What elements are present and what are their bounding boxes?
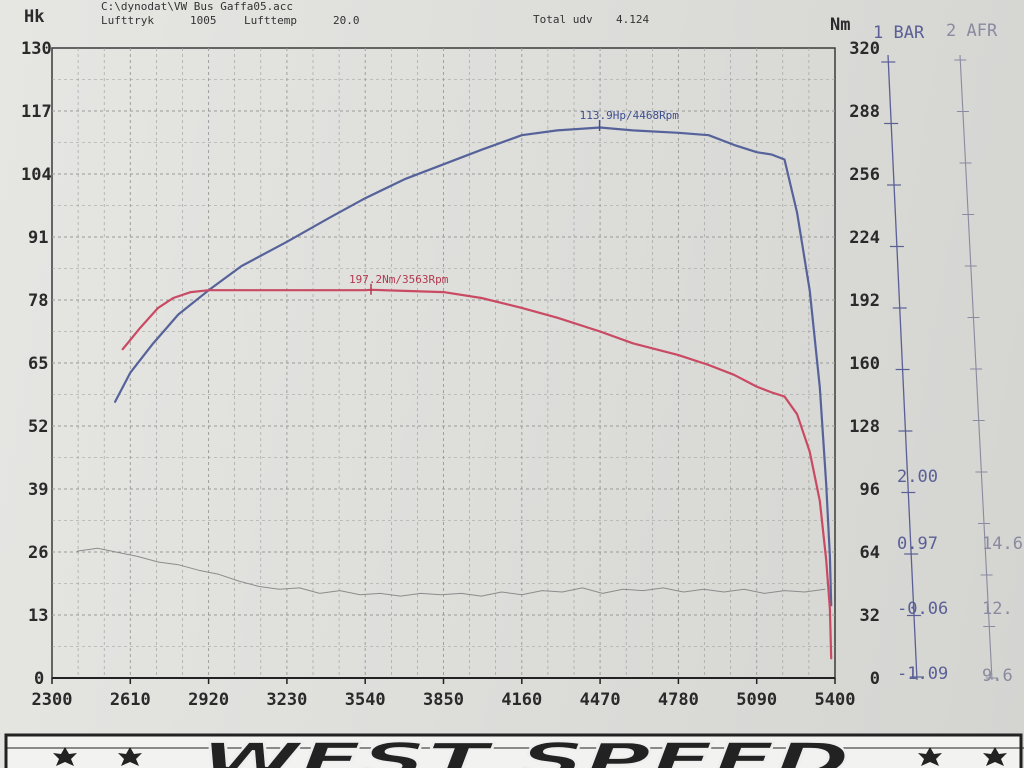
bar-scale: 2.00 0.97 -0.06 -1.09 [881, 54, 948, 684]
bar-tick-label: -1.09 [897, 664, 948, 684]
x-axis: 2300 2610 2920 3230 3540 3850 4160 4470 4780 5090… [32, 678, 856, 710]
right-tick-label: 0 [870, 669, 880, 689]
star-icon [983, 747, 1007, 766]
left-tick-label: 0 [34, 669, 44, 689]
left-tick-label: 130 [21, 39, 52, 59]
right-tick-label: 128 [849, 417, 880, 437]
x-tick-label: 2610 [110, 690, 151, 710]
right-axis-unit: Nm [830, 15, 850, 35]
left-tick-label: 13 [28, 606, 48, 626]
right-tick-label: 160 [849, 354, 880, 374]
bar-tick-label: 0.97 [897, 534, 938, 554]
left-tick-label: 78 [28, 291, 48, 311]
x-tick-label: 4160 [501, 690, 542, 710]
afr-tick-label: 9.6 [982, 666, 1013, 686]
left-tick-label: 39 [28, 480, 48, 500]
afr-axis-line [959, 54, 993, 681]
pressure-label: Lufttryk [101, 14, 154, 27]
x-tick-label: 2920 [188, 690, 229, 710]
left-tick-label: 91 [28, 228, 48, 248]
annotation-label: 113.9Hp/4468Rpm [580, 109, 680, 122]
right-tick-label: 224 [849, 228, 880, 248]
annotations: 113.9Hp/4468Rpm 197.2Nm/3563Rpm [349, 109, 679, 295]
annotation-label: 197.2Nm/3563Rpm [349, 273, 449, 286]
afr-scale: 14.6 12. 9.6 [954, 54, 1023, 686]
right-tick-label: 96 [860, 480, 880, 500]
bar-tick-label: 2.00 [897, 467, 938, 487]
series-line-nm [121, 288, 833, 660]
x-tick-label: 3540 [345, 690, 386, 710]
bar-axis-line [887, 54, 918, 681]
afr-tick-label: 12. [982, 599, 1013, 619]
right-tick-label: 192 [849, 291, 880, 311]
x-tick-label: 5090 [736, 690, 777, 710]
afr-axis-title: 2 AFR [946, 21, 998, 41]
left-tick-label: 26 [28, 543, 48, 563]
star-icon [918, 747, 942, 766]
x-tick-label: 3230 [266, 690, 307, 710]
right-tick-label: 64 [860, 543, 880, 563]
temp-label: Lufttemp [244, 14, 297, 27]
series-line-afr [76, 547, 826, 597]
ratio-value: 4.124 [616, 13, 649, 26]
x-tick-label: 5400 [815, 690, 856, 710]
left-tick-label: 65 [28, 354, 48, 374]
right-tick-label: 288 [849, 102, 880, 122]
file-path: C:\dynodat\VW Bus Gaffa05.acc [101, 0, 293, 13]
chart-grid [51, 47, 836, 679]
west-speed-banner: WEST SPEED [4, 732, 1024, 768]
series-group [76, 126, 833, 660]
x-tick-label: 2300 [32, 690, 73, 710]
right-tick-label: 32 [860, 606, 880, 626]
star-icon [118, 747, 142, 766]
left-axis-unit: Hk [24, 7, 44, 27]
right-tick-label: 320 [849, 39, 880, 59]
bar-axis-title: 1 BAR [873, 23, 925, 43]
bar-tick-label: -0.06 [897, 599, 948, 619]
star-icon [53, 747, 77, 766]
afr-tick-label: 14.6 [982, 534, 1023, 554]
brand-logo: WEST SPEED [200, 733, 850, 768]
x-tick-label: 4470 [580, 690, 621, 710]
left-tick-label: 104 [21, 165, 52, 185]
right-tick-label: 256 [849, 165, 880, 185]
left-tick-label: 117 [21, 102, 52, 122]
series-line-hk [113, 126, 833, 607]
x-tick-label: 3850 [423, 690, 464, 710]
x-tick-label: 4780 [658, 690, 699, 710]
ratio-label: Total udv [533, 13, 593, 26]
temp-value: 20.0 [333, 14, 360, 27]
pressure-value: 1005 [190, 14, 217, 27]
left-tick-label: 52 [28, 417, 48, 437]
